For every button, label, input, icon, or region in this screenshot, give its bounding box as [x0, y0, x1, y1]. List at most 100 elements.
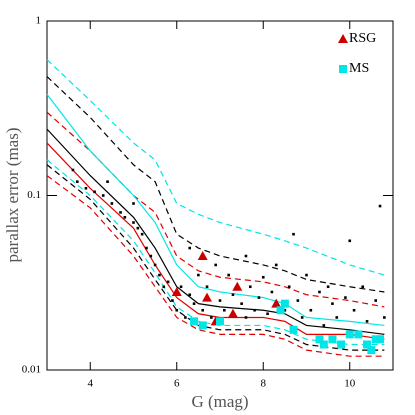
legend-marker	[339, 65, 347, 73]
data-point	[261, 275, 265, 279]
data-point	[227, 308, 238, 318]
data-point	[305, 273, 308, 277]
data-point	[93, 190, 96, 194]
data-point	[136, 226, 140, 230]
data-point	[188, 246, 192, 250]
curve	[46, 76, 385, 293]
data-point	[271, 298, 282, 308]
data-point	[145, 246, 148, 250]
data-point	[344, 296, 347, 299]
x-tick-label: 4	[88, 378, 94, 390]
data-point	[123, 216, 127, 219]
data-point	[337, 340, 346, 349]
data-point	[132, 202, 135, 205]
data-point	[171, 286, 182, 296]
data-point	[326, 285, 330, 289]
data-point	[216, 317, 224, 326]
data-point	[274, 263, 278, 267]
x-tick-label: 8	[261, 378, 267, 390]
x-tick-label: 6	[174, 378, 180, 390]
data-point	[292, 232, 295, 236]
y-tick-label: 0.1	[27, 189, 41, 201]
data-point	[75, 180, 79, 183]
data-point	[197, 251, 208, 261]
data-point	[218, 299, 222, 302]
data-point	[171, 299, 174, 302]
y-tick-label: 0.01	[22, 364, 41, 376]
data-point	[363, 340, 372, 349]
data-point	[328, 335, 337, 344]
data-point	[365, 320, 369, 323]
data-point	[287, 285, 291, 289]
data-point	[283, 308, 287, 312]
data-point	[331, 302, 334, 305]
data-point	[166, 280, 170, 284]
data-point	[106, 180, 109, 183]
data-point	[158, 273, 161, 277]
data-point	[276, 306, 285, 315]
curve	[46, 128, 385, 335]
curve	[46, 164, 385, 351]
data-point	[376, 335, 385, 344]
data-point	[190, 317, 199, 326]
data-point	[345, 330, 354, 339]
legend-label: MS	[349, 61, 369, 76]
data-point	[184, 316, 187, 319]
data-point	[240, 302, 243, 305]
data-point	[335, 316, 339, 319]
legend-marker	[338, 34, 348, 43]
data-point	[315, 335, 324, 344]
data-point	[289, 325, 298, 334]
y-axis-label: parallax error (mas)	[3, 128, 22, 263]
data-point	[197, 273, 200, 277]
x-tick-label: 10	[344, 378, 356, 390]
data-point	[101, 194, 105, 197]
y-tick-label: 1	[36, 15, 42, 27]
data-point	[214, 263, 217, 267]
data-point	[319, 340, 328, 349]
data-point	[202, 292, 213, 302]
data-point	[153, 263, 157, 267]
data-point	[248, 285, 252, 289]
data-point	[231, 293, 235, 297]
data-point	[257, 296, 261, 299]
data-point	[266, 312, 269, 316]
data-point	[110, 202, 114, 205]
data-point	[309, 308, 313, 312]
data-point	[270, 290, 274, 294]
curve	[46, 111, 385, 308]
data-point	[227, 273, 230, 277]
data-point	[205, 285, 209, 289]
data-point	[253, 308, 256, 312]
data-point	[210, 316, 213, 319]
data-point	[71, 168, 75, 172]
data-point	[348, 239, 352, 243]
data-point	[352, 308, 356, 312]
data-point	[280, 299, 289, 308]
data-point	[84, 186, 88, 190]
data-point	[232, 281, 243, 291]
data-point	[318, 290, 321, 294]
data-point	[300, 316, 304, 319]
data-point	[162, 285, 166, 289]
data-point	[119, 211, 122, 214]
data-point	[378, 204, 382, 208]
data-point	[322, 324, 326, 327]
data-point	[198, 321, 207, 330]
data-point	[179, 285, 183, 289]
data-point	[244, 254, 248, 258]
data-point	[192, 302, 196, 305]
data-point	[367, 346, 376, 355]
data-point	[354, 330, 363, 339]
data-point	[188, 293, 192, 297]
data-point	[244, 316, 248, 319]
data-point	[374, 299, 377, 302]
curve	[46, 142, 385, 340]
curve	[46, 59, 385, 276]
data-point	[201, 308, 204, 312]
legend-label: RSG	[349, 31, 376, 46]
data-point	[132, 221, 135, 224]
data-point	[149, 254, 153, 258]
data-point	[371, 335, 380, 344]
